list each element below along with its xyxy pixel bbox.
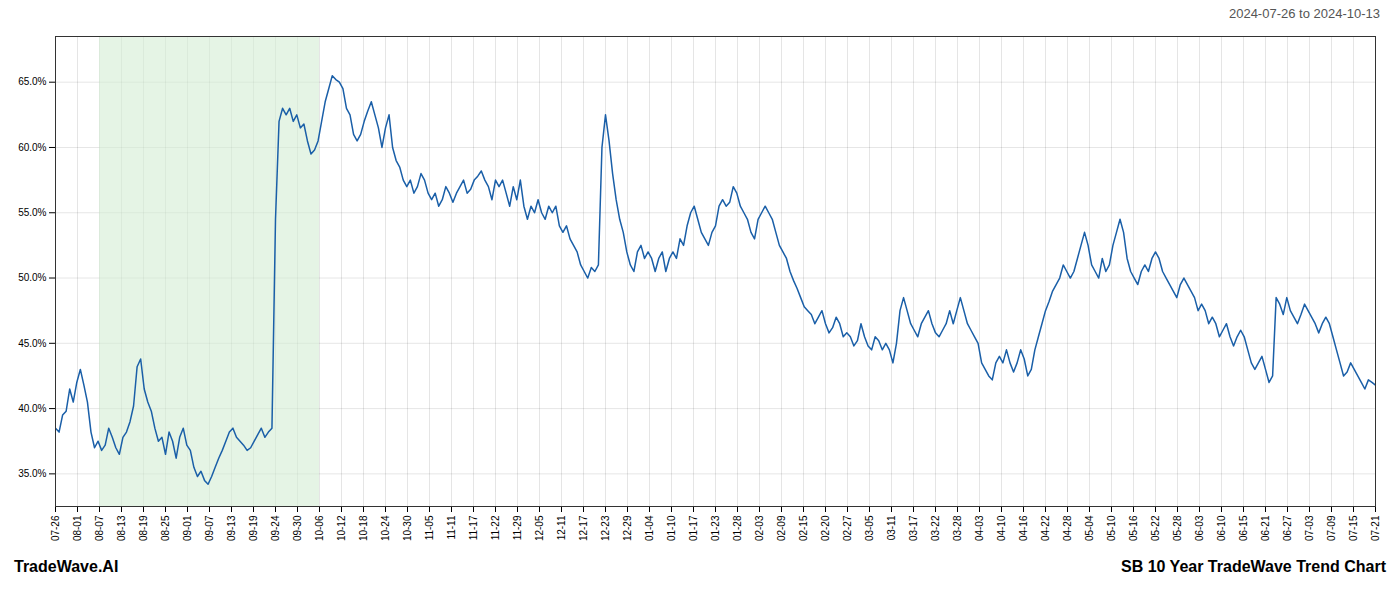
svg-text:09-24: 09-24 (270, 515, 281, 541)
svg-text:10-12: 10-12 (336, 515, 347, 541)
svg-text:02-15: 02-15 (798, 515, 809, 541)
svg-text:02-20: 02-20 (820, 515, 831, 541)
svg-text:05-10: 05-10 (1106, 515, 1117, 541)
svg-text:12-29: 12-29 (622, 515, 633, 541)
svg-text:12-11: 12-11 (556, 515, 567, 540)
svg-text:09-13: 09-13 (226, 515, 237, 541)
svg-text:04-28: 04-28 (1062, 515, 1073, 541)
svg-text:06-15: 06-15 (1238, 515, 1249, 541)
svg-text:06-03: 06-03 (1194, 515, 1205, 541)
svg-text:35.0%: 35.0% (18, 468, 46, 479)
svg-text:08-07: 08-07 (94, 515, 105, 541)
svg-text:65.0%: 65.0% (18, 76, 46, 87)
svg-text:03-22: 03-22 (930, 515, 941, 541)
svg-text:05-16: 05-16 (1128, 515, 1139, 541)
svg-text:08-13: 08-13 (116, 515, 127, 541)
svg-text:04-22: 04-22 (1040, 515, 1051, 541)
svg-text:12-17: 12-17 (578, 515, 589, 541)
svg-text:08-25: 08-25 (160, 515, 171, 541)
svg-text:11-11: 11-11 (446, 515, 457, 540)
svg-text:55.0%: 55.0% (18, 207, 46, 218)
svg-text:01-28: 01-28 (732, 515, 743, 541)
svg-text:05-22: 05-22 (1150, 515, 1161, 541)
svg-text:03-05: 03-05 (864, 515, 875, 541)
svg-text:11-05: 11-05 (424, 515, 435, 540)
svg-text:06-10: 06-10 (1216, 515, 1227, 541)
svg-text:04-10: 04-10 (996, 515, 1007, 541)
svg-text:07-03: 07-03 (1304, 515, 1315, 541)
svg-text:05-28: 05-28 (1172, 515, 1183, 541)
svg-text:07-21: 07-21 (1370, 515, 1381, 541)
svg-text:08-01: 08-01 (72, 515, 83, 541)
svg-text:07-26: 07-26 (50, 515, 61, 541)
svg-text:08-19: 08-19 (138, 515, 149, 541)
svg-text:03-17: 03-17 (908, 515, 919, 541)
svg-text:03-11: 03-11 (886, 515, 897, 540)
svg-text:09-07: 09-07 (204, 515, 215, 541)
svg-text:11-22: 11-22 (490, 515, 501, 540)
svg-text:01-17: 01-17 (688, 515, 699, 541)
svg-text:02-27: 02-27 (842, 515, 853, 541)
svg-text:12-05: 12-05 (534, 515, 545, 541)
svg-text:07-15: 07-15 (1348, 515, 1359, 541)
svg-text:10-30: 10-30 (402, 515, 413, 541)
svg-text:50.0%: 50.0% (18, 272, 46, 283)
svg-text:11-17: 11-17 (468, 515, 479, 540)
svg-text:09-19: 09-19 (248, 515, 259, 541)
svg-text:09-30: 09-30 (292, 515, 303, 541)
svg-text:60.0%: 60.0% (18, 142, 46, 153)
svg-text:09-01: 09-01 (182, 515, 193, 541)
svg-text:04-16: 04-16 (1018, 515, 1029, 541)
html-text:2024-07-26 to 2024-10-13: 2024-07-26 to 2024-10-13 (1228, 6, 1380, 21)
svg-text:02-03: 02-03 (754, 515, 765, 541)
svg-text:02-09: 02-09 (776, 515, 787, 541)
svg-text:06-21: 06-21 (1260, 515, 1271, 541)
html-text:TradeWave.AI: TradeWave.AI (14, 558, 119, 575)
svg-text:12-23: 12-23 (600, 515, 611, 541)
svg-text:11-29: 11-29 (512, 515, 523, 540)
svg-text:04-03: 04-03 (974, 515, 985, 541)
svg-text:40.0%: 40.0% (18, 403, 46, 414)
svg-text:05-04: 05-04 (1084, 515, 1095, 541)
svg-text:10-06: 10-06 (314, 515, 325, 541)
svg-text:06-27: 06-27 (1282, 515, 1293, 541)
svg-text:03-28: 03-28 (952, 515, 963, 541)
svg-text:01-10: 01-10 (666, 515, 677, 541)
html-text:SB 10 Year TradeWave Trend Cha: SB 10 Year TradeWave Trend Chart (1121, 558, 1386, 575)
svg-text:01-04: 01-04 (644, 515, 655, 541)
svg-text:45.0%: 45.0% (18, 338, 46, 349)
svg-text:10-18: 10-18 (358, 515, 369, 541)
svg-text:10-24: 10-24 (380, 515, 391, 541)
svg-text:01-23: 01-23 (710, 515, 721, 541)
svg-text:07-09: 07-09 (1326, 515, 1337, 541)
